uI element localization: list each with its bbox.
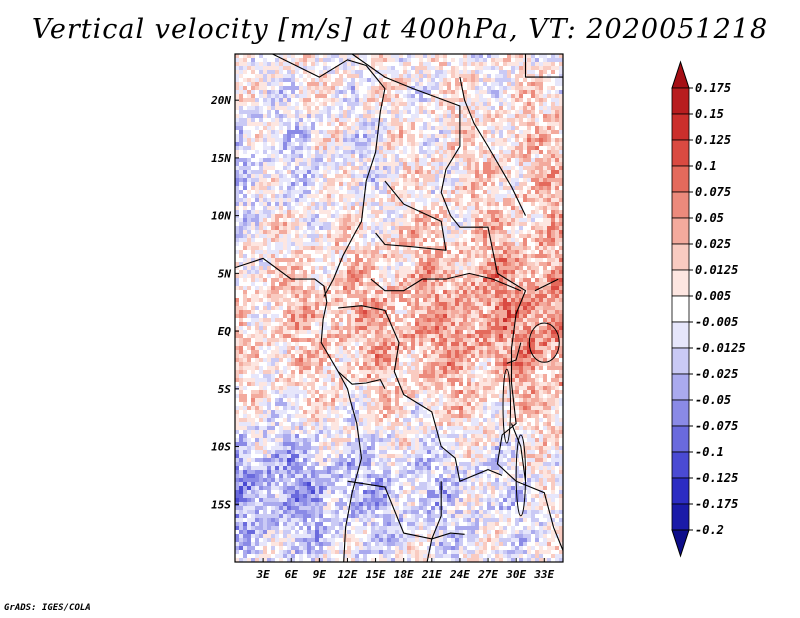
lon-tick-label: 24E — [449, 568, 470, 581]
colorbar-label: 0.125 — [695, 133, 731, 147]
colorbar-segment — [671, 191, 690, 219]
colorbar-segment — [671, 139, 690, 167]
lat-tick-label: 10N — [211, 210, 231, 223]
lat-tick-label: 20N — [210, 94, 231, 107]
lon-tick-label: 27E — [477, 568, 498, 581]
colorbar-label: -0.175 — [695, 497, 738, 511]
lon-tick-label: 9E — [313, 568, 327, 581]
colorbar-segment — [671, 425, 690, 453]
border-line — [272, 53, 386, 297]
lon-tick-label: 3E — [255, 568, 270, 581]
lat-tick-label: EQ — [218, 325, 232, 338]
border-line — [351, 53, 564, 551]
colorbar-label: 0.075 — [695, 185, 731, 199]
lat-tick-label: 15S — [211, 498, 231, 511]
colorbar-segment — [671, 477, 690, 505]
colorbar-segment — [671, 503, 690, 531]
colorbar: 0.175 0.15 0.125 0.1 0.075 0.05 0.025 0.0125 0.0… — [671, 60, 746, 558]
map-frame — [234, 53, 564, 563]
lon-tick-label: 15E — [366, 568, 386, 581]
colorbar-segment — [671, 217, 690, 245]
colorbar-segment — [671, 295, 690, 323]
colorbar-label: 0.025 — [695, 237, 731, 251]
lat-tick-label: 10S — [211, 441, 231, 454]
colorbar-label: -0.075 — [695, 419, 738, 433]
colorbar-label: 0.1 — [695, 159, 717, 173]
grads-credit: GrADS: IGES/COLA — [4, 603, 91, 613]
latitude-axis: 20N 15N 10N 5N EQ 5S 10S 15S — [210, 94, 239, 511]
colorbar-bottom-arrow — [671, 529, 690, 558]
border-line — [347, 480, 465, 540]
colorbar-segment — [671, 165, 690, 193]
border-line — [510, 423, 527, 482]
colorbar-label: 0.15 — [695, 107, 724, 121]
country-borders — [234, 53, 564, 563]
chart-title: Vertical velocity [m/s] at 400hPa, VT: 2… — [31, 14, 769, 45]
colorbar-top-arrow — [671, 60, 690, 89]
lon-tick-label: 30E — [505, 568, 526, 581]
colorbar-label: -0.125 — [695, 471, 738, 485]
colorbar-segment — [671, 347, 690, 375]
colorbar-label: -0.005 — [695, 315, 738, 329]
lon-tick-label: 18E — [394, 568, 414, 581]
colorbar-label: 0.175 — [695, 81, 731, 95]
colorbar-segment — [671, 451, 690, 479]
lon-tick-label: 6E — [285, 568, 299, 581]
lake-outline — [502, 368, 512, 444]
colorbar-segment — [671, 373, 690, 401]
border-line — [375, 180, 447, 251]
lat-tick-label: 5S — [218, 383, 232, 396]
colorbar-segment — [671, 243, 690, 271]
border-line — [338, 305, 503, 482]
border-line — [337, 371, 386, 390]
lon-tick-label: 21E — [421, 568, 442, 581]
colorbar-segment — [671, 87, 690, 115]
colorbar-segment — [671, 113, 690, 141]
border-line — [370, 272, 522, 292]
border-line — [534, 278, 559, 292]
colorbar-label: -0.0125 — [695, 341, 746, 355]
colorbar-segment — [671, 269, 690, 297]
colorbar-segment — [671, 399, 690, 427]
colorbar-label: 0.005 — [695, 289, 731, 303]
lon-tick-label: 12E — [338, 568, 358, 581]
colorbar-label: -0.05 — [695, 393, 731, 407]
lake-outline — [528, 322, 560, 363]
border-line — [524, 54, 563, 78]
lon-tick-label: 33E — [533, 568, 554, 581]
lat-tick-label: 5N — [218, 267, 232, 280]
border-line — [506, 342, 522, 364]
colorbar-label: 0.0125 — [695, 263, 738, 277]
longitude-axis: 3E 6E 9E 12E 15E 18E 21E 24E 27E 30E 33E — [255, 558, 555, 581]
colorbar-segment — [671, 321, 690, 349]
colorbar-label: -0.1 — [695, 445, 724, 459]
colorbar-label: 0.05 — [695, 211, 724, 225]
border-line — [234, 257, 363, 563]
colorbar-label: -0.025 — [695, 367, 738, 381]
border-line — [459, 76, 526, 216]
lake-outline — [515, 434, 527, 517]
vertical-velocity-field — [235, 54, 563, 562]
colorbar-label: -0.2 — [695, 523, 724, 537]
lat-tick-label: 15N — [211, 152, 231, 165]
border-line — [426, 481, 442, 563]
